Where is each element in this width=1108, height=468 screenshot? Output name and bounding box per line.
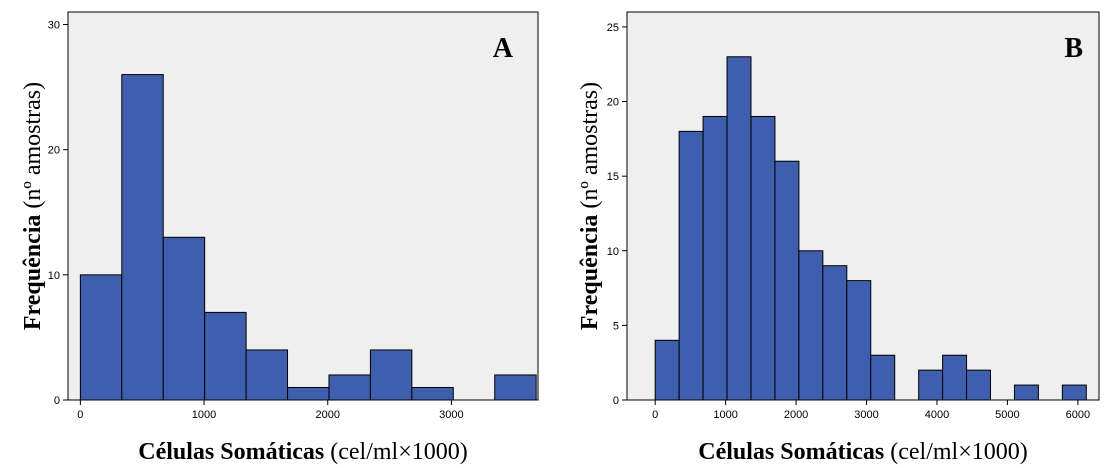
- histogram-bar: [245, 349, 289, 401]
- y-tick-label: 10: [607, 246, 619, 258]
- histogram-bar: [798, 250, 824, 401]
- histogram-bar: [918, 369, 944, 401]
- y-tick-label: 30: [48, 20, 60, 32]
- x-tick-label: 6000: [1066, 409, 1090, 421]
- histogram-bar: [369, 349, 413, 401]
- histogram-bar: [121, 74, 164, 401]
- bars-group: [79, 74, 537, 401]
- x-ticks: 0 1000 2000 3000: [77, 400, 464, 421]
- histogram-bar: [870, 354, 896, 401]
- x-tick-label: 0: [652, 409, 658, 421]
- histogram-bar: [942, 354, 968, 401]
- histogram-bar: [750, 115, 776, 401]
- y-axis-label: Frequência (nº amostras): [577, 82, 603, 330]
- y-ticks: 0 5 10 15 20 25: [607, 22, 627, 407]
- y-tick-label: 10: [48, 270, 60, 282]
- histogram-bar: [654, 339, 680, 401]
- x-axis-label: Células Somáticas (cel/ml×1000): [138, 439, 468, 465]
- histogram-bar: [726, 56, 752, 401]
- histogram-bar: [846, 280, 872, 401]
- x-tick-label: 2000: [784, 409, 808, 421]
- y-tick-label: 25: [607, 22, 619, 34]
- histogram-bar: [822, 265, 848, 401]
- histogram-bar: [287, 386, 330, 401]
- panel-label: B: [1064, 33, 1083, 64]
- x-tick-label: 3000: [439, 409, 463, 421]
- histogram-bar: [162, 236, 206, 401]
- histogram-bar: [494, 374, 537, 401]
- histogram-bar: [328, 374, 371, 401]
- y-tick-label: 5: [613, 320, 619, 332]
- x-tick-label: 2000: [315, 409, 339, 421]
- histogram-panel-a: 0 10 20 30 0 1000 2000 3000 A Células Somática…: [20, 11, 539, 465]
- histogram-panel-b: 0 5 10 15 20 25 0 1000 2000 3000 4000 5000 6000 B C…: [577, 11, 1100, 465]
- histogram-bar: [1061, 384, 1087, 401]
- x-axis-label: Células Somáticas (cel/ml×1000): [698, 439, 1028, 465]
- bars-group: [654, 56, 1087, 401]
- y-tick-label: 20: [48, 145, 60, 157]
- histogram-bar: [774, 160, 800, 401]
- histogram-bar: [1013, 384, 1039, 401]
- y-tick-label: 0: [613, 395, 619, 407]
- x-tick-label: 1000: [192, 409, 216, 421]
- histogram-bar: [702, 115, 728, 401]
- histogram-bar: [79, 274, 123, 401]
- x-ticks: 0 1000 2000 3000 4000 5000 6000: [652, 400, 1090, 421]
- x-tick-label: 0: [77, 409, 83, 421]
- histogram-bar: [678, 130, 704, 401]
- x-tick-label: 4000: [925, 409, 949, 421]
- x-tick-label: 5000: [995, 409, 1019, 421]
- y-axis-label: Frequência (nº amostras): [20, 82, 46, 330]
- y-tick-label: 0: [54, 395, 60, 407]
- y-ticks: 0 10 20 30: [48, 20, 68, 407]
- x-tick-label: 1000: [713, 409, 737, 421]
- histogram-bar: [966, 369, 992, 401]
- histogram-bar: [411, 386, 454, 401]
- y-tick-label: 20: [607, 97, 619, 109]
- y-tick-label: 15: [607, 171, 619, 183]
- panel-label: A: [493, 33, 514, 64]
- x-tick-label: 3000: [854, 409, 878, 421]
- histogram-bar: [204, 311, 247, 401]
